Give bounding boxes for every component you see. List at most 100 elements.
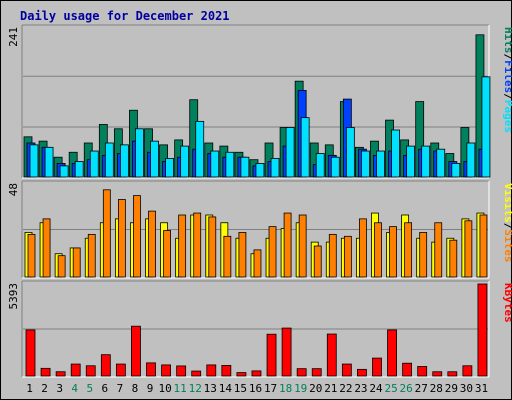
pages-bar: [466, 142, 476, 178]
x-tick-label: 31: [475, 382, 488, 395]
kbytes-bar: [70, 363, 81, 377]
legend: Hits/Files/Pages: [502, 27, 512, 133]
kbytes-bar: [251, 370, 262, 377]
kbytes-bar: [281, 327, 292, 377]
sites-bar: [374, 222, 382, 278]
legend-item: Visits: [502, 183, 512, 223]
x-tick-label: 9: [147, 382, 154, 395]
sites-bar: [464, 220, 473, 278]
kbytes-bar: [115, 363, 126, 377]
sites-bar: [268, 226, 277, 278]
x-tick-label: 1: [26, 382, 33, 395]
pages-bar: [406, 145, 416, 178]
kbytes-bar: [85, 365, 96, 377]
pages-bar: [44, 146, 54, 178]
x-tick-label: 14: [219, 382, 233, 395]
legend-item: Files: [502, 60, 512, 93]
sites-bar: [238, 232, 247, 278]
legend-separator: /: [502, 93, 512, 100]
pages-bar: [436, 148, 446, 178]
x-tick-label: 26: [400, 382, 413, 395]
y-axis-max-label: 48: [7, 183, 20, 196]
y-axis-max-label: 5393: [7, 283, 20, 310]
pages-bar: [89, 150, 99, 178]
kbytes-bar: [447, 371, 458, 377]
pages-bar: [210, 150, 220, 178]
sites-bar: [328, 233, 337, 278]
kbytes-bar: [296, 368, 307, 377]
x-tick-label: 25: [384, 382, 397, 395]
pages-bar: [376, 150, 385, 178]
sites-bar: [479, 214, 488, 278]
pages-bar: [165, 158, 174, 178]
kbytes-bar: [236, 372, 247, 377]
sites-bar: [102, 189, 111, 278]
pages-bar: [330, 156, 340, 178]
sites-bar: [404, 222, 413, 278]
x-tick-label: 6: [102, 382, 109, 395]
kbytes-bar: [176, 365, 187, 377]
pages-bar: [135, 128, 144, 178]
x-tick-label: 10: [158, 382, 171, 395]
pages-bar: [104, 142, 114, 178]
sites-bar: [449, 239, 458, 278]
x-tick-label: 28: [430, 382, 443, 395]
x-tick-label: 21: [324, 382, 337, 395]
kbytes-bar: [311, 368, 322, 377]
kbytes-bar: [402, 362, 413, 377]
sites-bar: [419, 232, 428, 278]
sites-bar: [389, 226, 397, 278]
sites-bar: [133, 195, 141, 278]
pages-bar: [345, 127, 355, 178]
kbytes-bar: [477, 283, 488, 377]
pages-bar: [421, 145, 431, 178]
pages-bar: [74, 161, 84, 178]
pages-bar: [180, 145, 190, 178]
x-tick-label: 15: [234, 382, 247, 395]
legend-item: Pages: [502, 100, 512, 133]
kbytes-bar: [191, 370, 202, 377]
x-tick-label: 16: [249, 382, 262, 395]
sites-bar: [359, 218, 367, 278]
sites-bar: [163, 230, 171, 278]
sites-bar: [193, 212, 202, 278]
y-axis-max-label: 241: [7, 27, 20, 47]
kbytes-bar: [131, 325, 141, 377]
kbytes-bar: [326, 333, 337, 377]
pages-bar: [391, 129, 400, 178]
pages-bar: [59, 165, 69, 178]
sites-bar: [72, 247, 81, 278]
pages-bar: [29, 144, 39, 178]
sites-bar: [87, 233, 96, 278]
chart-title: Daily usage for December 2021: [20, 9, 230, 23]
x-tick-label: 23: [354, 382, 367, 395]
x-tick-label: 17: [264, 382, 277, 395]
kbytes-bar: [146, 362, 156, 377]
x-tick-label: 27: [415, 382, 428, 395]
sites-bar: [148, 210, 156, 278]
x-tick-label: 18: [279, 382, 292, 395]
pages-bar: [451, 162, 461, 178]
sites-bar: [283, 212, 292, 278]
legend-separator: /: [502, 223, 512, 230]
pages-bar: [270, 158, 280, 178]
kbytes-bar: [266, 333, 277, 377]
sites-bar: [208, 216, 217, 278]
pages-bar: [315, 153, 325, 178]
x-tick-label: 29: [445, 382, 458, 395]
kbytes-bar: [206, 364, 217, 377]
sites-bar: [42, 218, 51, 278]
sites-bar: [178, 214, 187, 278]
kbytes-bar: [25, 329, 36, 377]
x-tick-label: 5: [86, 382, 93, 395]
pages-bar: [285, 127, 295, 178]
x-tick-label: 8: [132, 382, 139, 395]
legend-item: Sites: [502, 229, 512, 262]
legend: KBytes: [502, 283, 512, 323]
kbytes-bar: [357, 368, 367, 377]
x-tick-label: 19: [294, 382, 307, 395]
x-tick-label: 11: [174, 382, 187, 395]
x-tick-label: 7: [117, 382, 124, 395]
kbytes-bar: [372, 357, 382, 377]
